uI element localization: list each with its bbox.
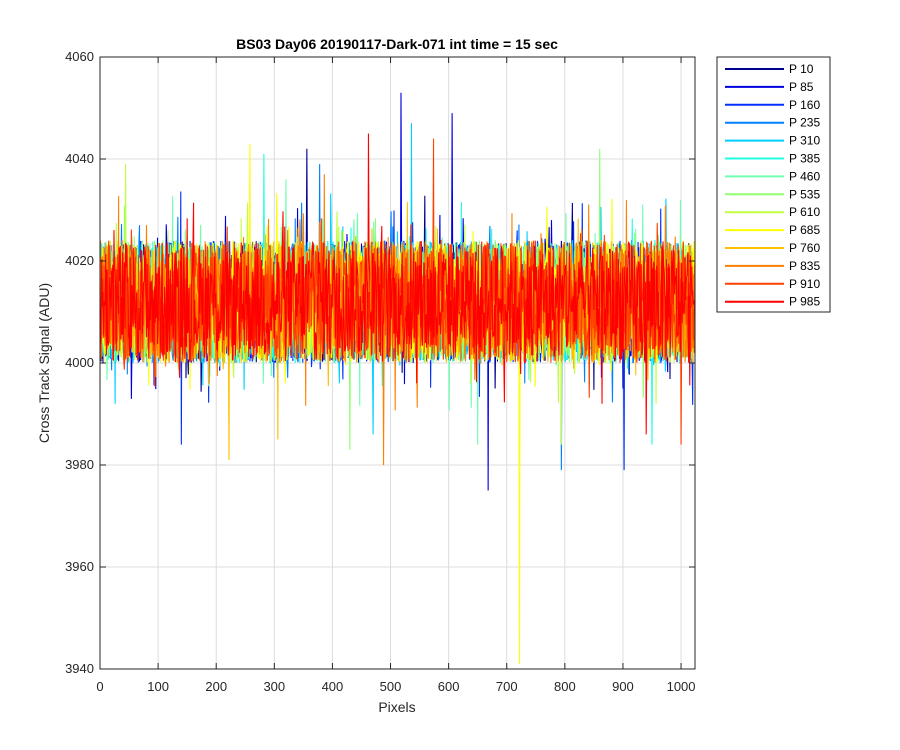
y-tick-label: 3980 [65, 457, 94, 472]
y-tick-label: 4040 [65, 151, 94, 166]
axis-ticks [99, 56, 695, 670]
legend-label: P 235 [789, 116, 820, 130]
legend-label: P 985 [789, 295, 820, 309]
y-tick-label: 4060 [65, 49, 94, 64]
x-tick-label: 300 [263, 679, 285, 694]
legend-label: P 835 [789, 259, 820, 273]
legend-label: P 310 [789, 134, 820, 148]
y-tick-label: 3940 [65, 661, 94, 676]
legend-label: P 535 [789, 187, 820, 201]
legend-label: P 160 [789, 98, 820, 112]
x-tick-label: 400 [322, 679, 344, 694]
legend-label: P 85 [789, 80, 814, 94]
legend-label: P 910 [789, 277, 820, 291]
x-tick-label: 100 [147, 679, 169, 694]
legend-label: P 760 [789, 241, 820, 255]
x-tick-labels: 0 100 200 300 400 500 600 700 800 900 1000 [96, 679, 695, 694]
x-tick-label: 500 [380, 679, 402, 694]
x-tick-label: 900 [612, 679, 634, 694]
series-line-P985 [100, 133, 695, 435]
x-tick-label: 1000 [667, 679, 696, 694]
legend-box [716, 56, 831, 313]
y-tick-label: 3960 [65, 559, 94, 574]
legend-label: P 685 [789, 223, 820, 237]
series-layer [100, 92, 695, 664]
legend-label: P 460 [789, 169, 820, 183]
x-tick-label: 200 [205, 679, 227, 694]
y-tick-label: 4000 [65, 355, 94, 370]
y-tick-labels: 3940 3960 3980 4000 4020 4040 4060 [65, 49, 94, 676]
legend-label: P 610 [789, 205, 820, 219]
x-tick-label: 700 [496, 679, 518, 694]
x-tick-label: 0 [96, 679, 103, 694]
x-tick-label: 800 [554, 679, 576, 694]
x-tick-label: 600 [438, 679, 460, 694]
legend-label: P 385 [789, 152, 820, 166]
legend-label: P 10 [789, 62, 814, 76]
x-axis-label: Pixels [378, 699, 415, 715]
y-axis-label: Cross Track Signal (ADU) [36, 283, 52, 443]
y-tick-label: 4020 [65, 253, 94, 268]
legend: P 10 P 85 P 160 P 235 P 310 P 385 P 460 P 535 P … [716, 56, 831, 313]
chart-title: BS03 Day06 20190117-Dark-071 int time = … [236, 36, 558, 52]
